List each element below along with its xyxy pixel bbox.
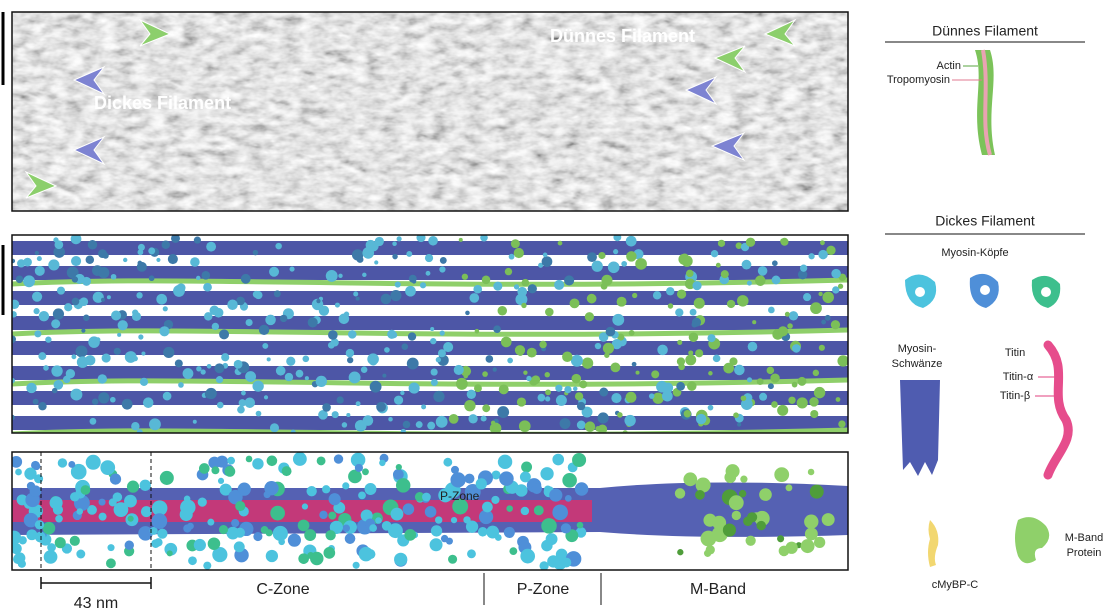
structure-label: P-Zone — [440, 489, 480, 503]
scale-label: 43 nm — [74, 595, 118, 612]
legend-item: Titin-α — [1003, 371, 1034, 383]
zone-label: M-Band — [690, 581, 746, 598]
thick-filament-label: Dickes Filament — [94, 93, 231, 113]
legend-item: Myosin-Schwänze — [892, 343, 943, 370]
cmybpc-icon — [928, 520, 938, 567]
legend-item: cMyBP-C — [932, 579, 979, 591]
zone-label: P-Zone — [517, 581, 570, 598]
m-band-icon — [1015, 517, 1049, 563]
legend-title: Dünnes Filament — [932, 23, 1038, 39]
model-panel — [8, 233, 849, 436]
titin-icon — [1048, 345, 1068, 475]
myosin-tail-icon — [900, 380, 940, 476]
legend-item: Actin — [937, 60, 961, 72]
page: Dünnes Filament Dickes Filament P-Zone 4… — [0, 0, 1110, 614]
myosin-heads-icon — [905, 274, 1060, 308]
structure-panel — [7, 452, 848, 571]
figure: Dünnes Filament Dickes Filament P-Zone 4… — [0, 0, 1110, 614]
scale — [41, 577, 151, 589]
legend-item: Titin-β — [1000, 390, 1030, 402]
legend-item: Titin — [1005, 347, 1025, 359]
zone-label: C-Zone — [256, 581, 309, 598]
legend-item: Tropomyosin — [887, 74, 950, 86]
legend-title: Dickes Filament — [935, 213, 1035, 229]
legend-item: Myosin-Köpfe — [941, 247, 1008, 259]
thin-filament-label: Dünnes Filament — [550, 26, 695, 46]
